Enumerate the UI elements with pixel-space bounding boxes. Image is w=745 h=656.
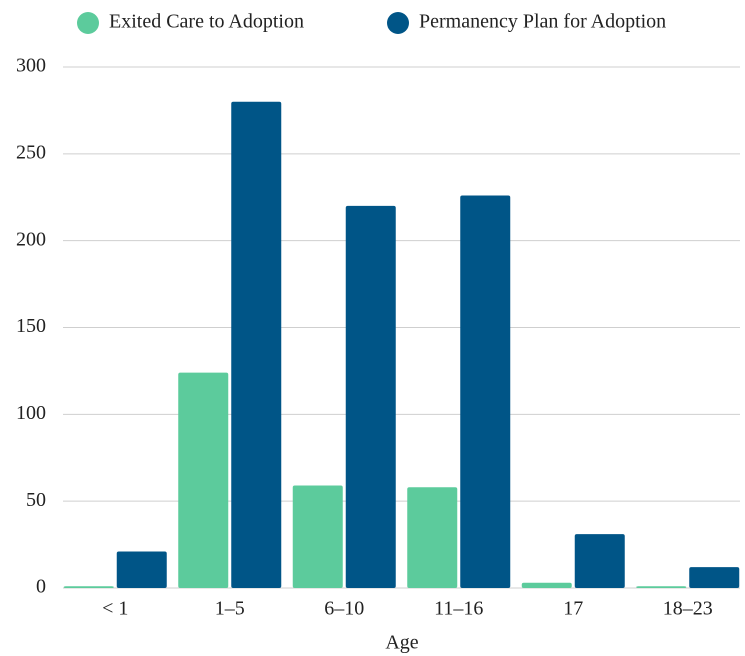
bar xyxy=(574,534,625,588)
legend-swatch xyxy=(77,12,99,34)
y-tick-label: 200 xyxy=(16,228,46,250)
y-tick-label: 250 xyxy=(16,141,46,163)
bar xyxy=(407,487,458,588)
bar xyxy=(63,586,114,588)
legend-label: Permanency Plan for Adoption xyxy=(419,11,666,33)
legend-swatch xyxy=(387,12,409,34)
x-tick-label: 6–10 xyxy=(324,598,364,620)
legend-label: Exited Care to Adoption xyxy=(109,11,304,33)
x-tick-label: 1–5 xyxy=(215,598,245,620)
x-tick-label: < 1 xyxy=(102,598,128,620)
bar xyxy=(231,101,282,588)
y-tick-label: 150 xyxy=(16,315,46,337)
bar xyxy=(292,485,343,588)
bar xyxy=(178,372,229,588)
x-tick-label: 11–16 xyxy=(434,598,483,620)
bar xyxy=(345,205,396,588)
x-tick-label: 17 xyxy=(563,598,583,620)
bar xyxy=(636,586,687,588)
y-tick-label: 50 xyxy=(26,489,46,511)
bar xyxy=(116,551,167,588)
y-tick-label: 100 xyxy=(16,402,46,424)
bar xyxy=(689,567,740,588)
y-tick-label: 300 xyxy=(16,55,46,77)
bar xyxy=(460,195,511,588)
x-axis-label: Age xyxy=(385,632,418,654)
x-tick-label: 18–23 xyxy=(663,598,713,620)
y-tick-label: 0 xyxy=(36,576,46,598)
bar xyxy=(521,582,572,588)
